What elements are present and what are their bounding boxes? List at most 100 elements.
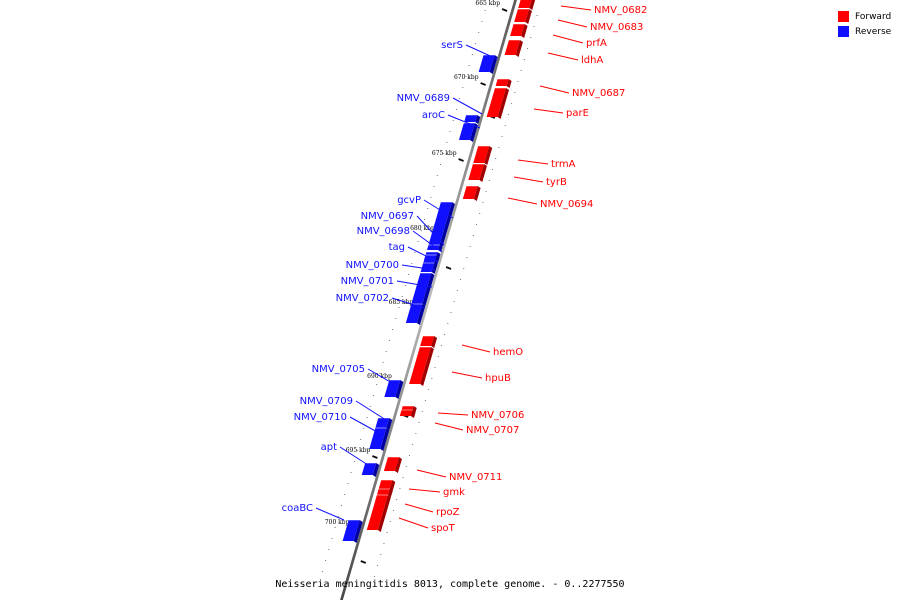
gene-label[interactable]: NMV_0709 bbox=[300, 396, 353, 407]
gene-NMV_0701[interactable]: NMV_0701 bbox=[341, 272, 435, 306]
gene-label[interactable]: aroC bbox=[422, 110, 445, 121]
gene-shadow bbox=[411, 410, 416, 417]
background-dot bbox=[405, 466, 407, 467]
background-dot bbox=[456, 290, 458, 291]
gene-gmk[interactable]: gmk bbox=[378, 479, 465, 498]
gene-block bbox=[376, 489, 390, 495]
gene-NMV_0702[interactable]: NMV_0702 bbox=[336, 293, 426, 325]
gene-label[interactable]: tag bbox=[389, 242, 405, 253]
gene-ldhA[interactable]: ldhA bbox=[504, 39, 604, 66]
scale-tick-label: 685 kbp bbox=[389, 299, 414, 306]
gene-block bbox=[462, 186, 478, 199]
gene-label[interactable]: NMV_0697 bbox=[361, 211, 414, 222]
gene-label[interactable]: hemO bbox=[493, 347, 523, 358]
gene-NMV_0700[interactable]: NMV_0700 bbox=[346, 260, 438, 274]
gene-coaBC[interactable]: coaBC bbox=[282, 503, 363, 543]
gene-label[interactable]: parE bbox=[566, 108, 589, 119]
gene-apt[interactable]: apt bbox=[321, 442, 380, 477]
background-dot bbox=[408, 274, 410, 275]
scale-tick-mark bbox=[458, 158, 464, 162]
gene-NMV_0711[interactable]: NMV_0711 bbox=[383, 456, 503, 483]
gene-leader-line bbox=[412, 230, 443, 253]
gene-label[interactable]: hpuB bbox=[485, 373, 511, 384]
gene-spoT[interactable]: spoT bbox=[366, 494, 456, 534]
background-dot bbox=[482, 202, 484, 203]
gene-hpuB[interactable]: hpuB bbox=[409, 346, 511, 386]
gene-prfA[interactable]: prfA bbox=[510, 23, 607, 49]
gene-hemO[interactable]: hemO bbox=[420, 335, 523, 358]
gene-label[interactable]: NMV_0705 bbox=[312, 364, 365, 375]
background-dot bbox=[321, 571, 323, 572]
gene-tyrB[interactable]: tyrB bbox=[468, 163, 567, 188]
scale-tick-mark bbox=[480, 82, 486, 86]
gene-NMV_0689[interactable]: NMV_0689 bbox=[397, 93, 483, 124]
gene-NMV_0705[interactable]: NMV_0705 bbox=[312, 364, 404, 399]
background-dot bbox=[347, 483, 349, 484]
gene-label[interactable]: prfA bbox=[586, 38, 607, 49]
background-dot bbox=[452, 120, 454, 121]
background-dot bbox=[388, 340, 390, 341]
gene-aroC[interactable]: aroC bbox=[422, 110, 481, 142]
gene-shadow bbox=[387, 489, 393, 497]
gene-NMV_0706[interactable]: NMV_0706 bbox=[399, 405, 525, 421]
gene-label[interactable]: gcvP bbox=[397, 195, 421, 206]
gene-shadow bbox=[479, 164, 487, 182]
background-dot bbox=[440, 345, 442, 346]
gene-label[interactable]: NMV_0689 bbox=[397, 93, 450, 104]
gene-NMV_0697[interactable]: NMV_0697 bbox=[361, 211, 445, 252]
gene-label[interactable]: ldhA bbox=[581, 55, 603, 66]
background-dot bbox=[436, 175, 438, 176]
background-dot bbox=[523, 59, 525, 60]
gene-label[interactable]: NMV_0698 bbox=[357, 226, 410, 237]
gene-rpoZ[interactable]: rpoZ bbox=[376, 488, 460, 518]
gene-block bbox=[518, 0, 532, 8]
gene-block bbox=[473, 146, 490, 163]
gene-leader-line bbox=[355, 400, 387, 421]
gene-label[interactable]: NMV_0711 bbox=[449, 472, 502, 483]
gene-label[interactable]: NMV_0710 bbox=[294, 412, 347, 423]
gene-label[interactable]: coaBC bbox=[282, 503, 313, 514]
gene-label[interactable]: apt bbox=[321, 442, 337, 453]
gene-shadow bbox=[475, 115, 481, 124]
gene-leader-line bbox=[461, 344, 491, 353]
background-dot bbox=[350, 472, 352, 473]
gene-label[interactable]: NMV_0687 bbox=[572, 88, 625, 99]
gene-label[interactable]: serS bbox=[441, 40, 463, 51]
gene-parE[interactable]: parE bbox=[486, 87, 589, 119]
gene-NMV_0709[interactable]: NMV_0709 bbox=[300, 396, 393, 430]
gene-label[interactable]: NMV_0702 bbox=[336, 293, 389, 304]
gene-label[interactable]: NMV_0706 bbox=[471, 410, 524, 421]
gene-NMV_0694[interactable]: NMV_0694 bbox=[462, 185, 594, 210]
gene-serS[interactable]: serS bbox=[441, 40, 498, 74]
gene-label[interactable]: rpoZ bbox=[436, 507, 460, 518]
gene-trmA[interactable]: trmA bbox=[473, 145, 576, 170]
gene-label[interactable]: gmk bbox=[443, 487, 465, 498]
gene-block bbox=[342, 520, 360, 541]
gene-label[interactable]: NMV_0701 bbox=[341, 276, 394, 287]
scale-tick-label: 675 kbp bbox=[432, 150, 457, 157]
gene-NMV_0707[interactable]: NMV_0707 bbox=[400, 409, 519, 436]
gene-label[interactable]: NMV_0694 bbox=[540, 199, 593, 210]
gene-block bbox=[405, 304, 423, 323]
background-dot bbox=[479, 213, 481, 214]
gene-block bbox=[420, 336, 435, 346]
gene-label[interactable]: NMV_0707 bbox=[466, 425, 519, 436]
gene-label[interactable]: spoT bbox=[431, 523, 456, 534]
background-dot bbox=[424, 219, 426, 220]
background-dot bbox=[424, 400, 426, 401]
gene-label[interactable]: NMV_0700 bbox=[346, 260, 399, 271]
background-dot bbox=[386, 532, 388, 533]
background-dot bbox=[511, 103, 513, 104]
gene-label[interactable]: trmA bbox=[551, 159, 576, 170]
gene-NMV_0682[interactable]: NMV_0682 bbox=[518, 0, 647, 16]
background-dot bbox=[334, 527, 336, 528]
gene-NMV_0710[interactable]: NMV_0710 bbox=[294, 412, 390, 451]
gene-label[interactable]: NMV_0682 bbox=[594, 5, 647, 16]
gene-label[interactable]: tyrB bbox=[546, 177, 567, 188]
background-dot bbox=[449, 131, 451, 132]
gene-NMV_0683[interactable]: NMV_0683 bbox=[514, 8, 643, 33]
gene-label[interactable]: NMV_0683 bbox=[590, 22, 643, 33]
background-dot bbox=[491, 169, 493, 170]
gene-NMV_0687[interactable]: NMV_0687 bbox=[495, 78, 626, 99]
